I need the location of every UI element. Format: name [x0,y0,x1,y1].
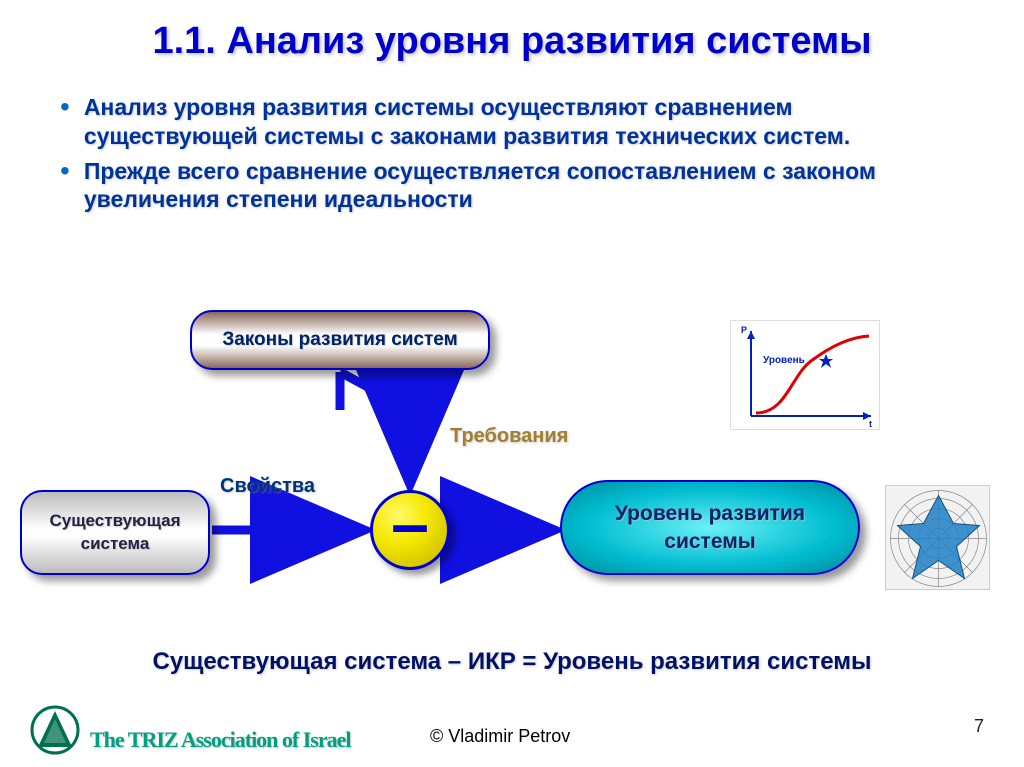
bullet-marker-icon: • [60,157,70,185]
bullet-list: • Анализ уровня развития системы осущест… [60,93,964,214]
bullet-marker-icon: • [60,93,70,121]
scurve-ylabel: P [741,325,747,335]
scurve-annotation: Уровень [763,355,805,366]
footer: The TRIZ Association of Israel © Vladimi… [0,715,1024,755]
bullet-text: Анализ уровня развития системы осуществл… [84,93,964,151]
edge-label-properties: Свойства [220,475,315,498]
minus-icon: – [391,507,429,541]
node-laws-label: Законы развития систем [222,329,457,351]
scurve-thumbnail: P t Уровень [730,320,880,430]
radar-thumbnail [885,485,990,590]
footer-page-number: 7 [974,716,984,737]
footer-org: The TRIZ Association of Israel [90,727,351,753]
node-result: Уровень развитиясистемы [560,480,860,575]
formula-text: Существующая система – ИКР = Уровень раз… [0,648,1024,676]
bullet-text: Прежде всего сравнение осуществляется со… [84,157,964,215]
scurve-xlabel: t [869,419,872,429]
node-existing-system: Существующаясистема [20,490,210,575]
node-result-label: Уровень развитиясистемы [615,500,805,555]
flow-diagram: Законы развития систем Существующаясисте… [0,310,1024,660]
edge-label-requirements: Требования [450,425,568,448]
org-logo-icon [30,705,80,755]
node-minus-operator: – [370,490,450,570]
bullet-item: • Прежде всего сравнение осуществляется … [60,157,964,215]
node-laws: Законы развития систем [190,310,490,370]
bullet-item: • Анализ уровня развития системы осущест… [60,93,964,151]
slide-title: 1.1. Анализ уровня развития системы [0,0,1024,63]
footer-author: © Vladimir Petrov [430,726,570,747]
node-existing-label: Существующаясистема [49,510,180,554]
